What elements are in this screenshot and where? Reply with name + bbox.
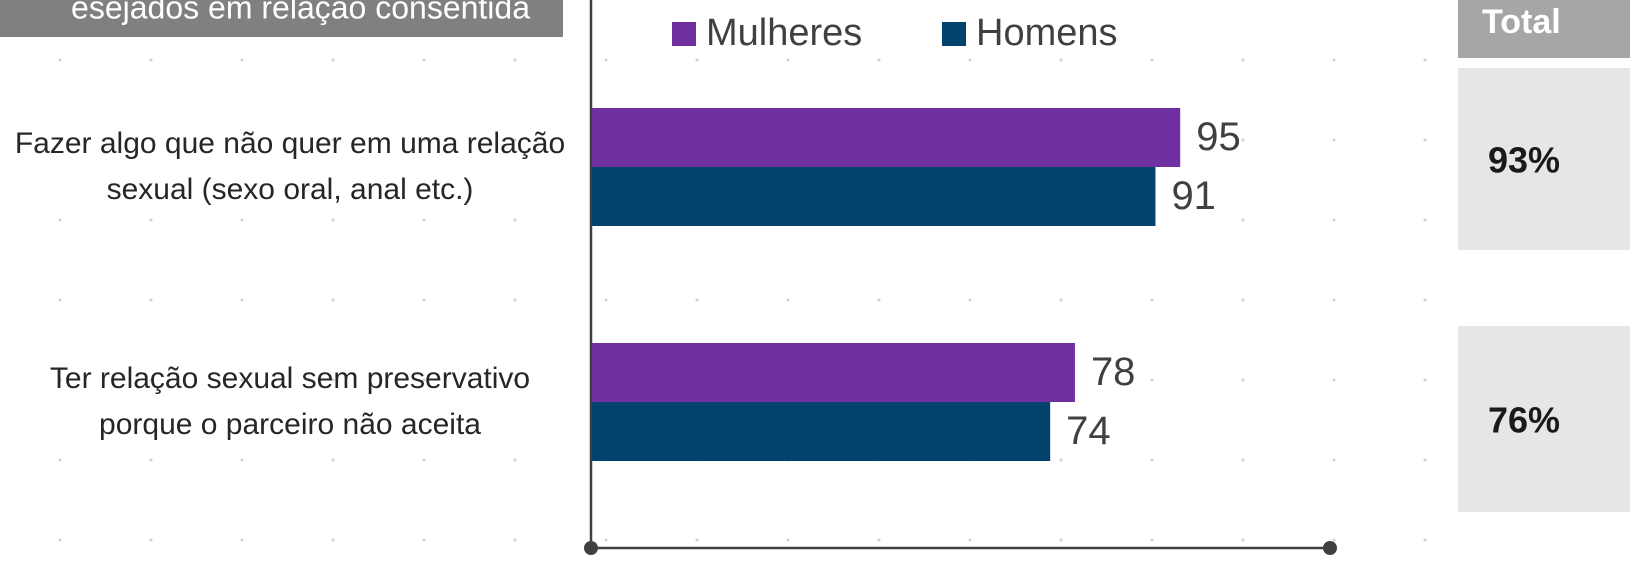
- legend-swatch: [672, 22, 696, 46]
- value-label: 74: [1066, 409, 1111, 453]
- value-label: 91: [1171, 174, 1216, 218]
- total-value: 93%: [1488, 140, 1560, 181]
- axis-end: [584, 541, 598, 555]
- dot-background: [0, 0, 1450, 575]
- total-cell: [1458, 326, 1630, 512]
- bar: [592, 343, 1075, 402]
- header-text: esejados em relação consentida: [71, 0, 530, 25]
- legend-label: Mulheres: [706, 12, 862, 54]
- legend-swatch: [942, 22, 966, 46]
- axis-end: [1323, 541, 1337, 555]
- value-label: 78: [1091, 350, 1136, 394]
- bar: [592, 167, 1156, 226]
- total-value: 76%: [1488, 400, 1560, 441]
- bar: [592, 108, 1181, 167]
- total-header-box: [1458, 0, 1630, 58]
- legend-label: Homens: [976, 12, 1118, 54]
- category-label: Fazer algo que não quer em uma relação s…: [14, 127, 566, 206]
- header-box: [0, 0, 563, 37]
- total-cell: [1458, 68, 1630, 250]
- total-title: Total: [1482, 3, 1561, 41]
- value-label: 95: [1196, 115, 1241, 159]
- bar: [592, 402, 1051, 461]
- category-label: Ter relação sexual sem preservativo porq…: [49, 362, 531, 441]
